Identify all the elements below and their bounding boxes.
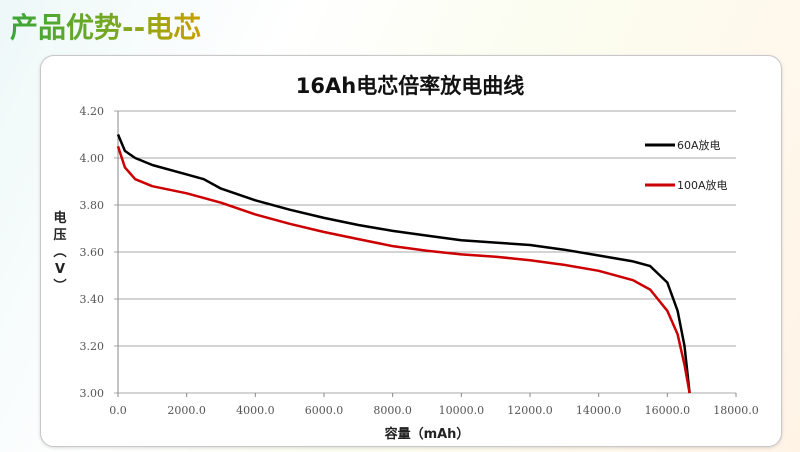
legend-label: 60A放电: [677, 138, 721, 152]
chart-card: [40, 55, 782, 447]
y-axis-label-char: ︶: [52, 278, 66, 294]
x-tick-label: 2000.0: [167, 404, 206, 417]
x-tick-label: 16000.0: [645, 404, 691, 417]
y-tick-label: 4.00: [80, 152, 105, 165]
y-axis-label-char: V: [55, 262, 65, 277]
x-tick-label: 4000.0: [236, 404, 275, 417]
y-axis-label-char: 压: [53, 228, 66, 243]
series-line-0: [116, 134, 691, 394]
x-tick-label: 8000.0: [373, 404, 412, 417]
x-tick-label: 6000.0: [305, 404, 344, 417]
chart-title: 16Ah电芯倍率放电曲线: [296, 74, 524, 98]
y-tick-label: 3.80: [80, 199, 105, 212]
y-axis-label-char: 电: [53, 210, 66, 226]
x-tick-label: 14000.0: [576, 404, 622, 417]
series-line-1: [116, 145, 691, 394]
y-tick-label: 3.00: [80, 387, 105, 400]
x-axis-label: 容量（mAh）: [384, 426, 470, 442]
x-tick-label: 18000.0: [713, 404, 759, 417]
x-tick-label: 12000.0: [507, 404, 553, 417]
legend-label: 100A放电: [677, 178, 728, 192]
slide-title: 产品优势--电芯: [10, 6, 201, 46]
x-tick-label: 10000.0: [439, 404, 485, 417]
y-axis-label-char: ︵: [52, 245, 66, 260]
y-tick-label: 4.20: [80, 105, 105, 118]
y-tick-label: 3.40: [80, 293, 105, 306]
y-tick-label: 3.20: [80, 340, 105, 353]
y-tick-label: 3.60: [80, 246, 105, 259]
x-tick-label: 0.0: [109, 404, 127, 417]
